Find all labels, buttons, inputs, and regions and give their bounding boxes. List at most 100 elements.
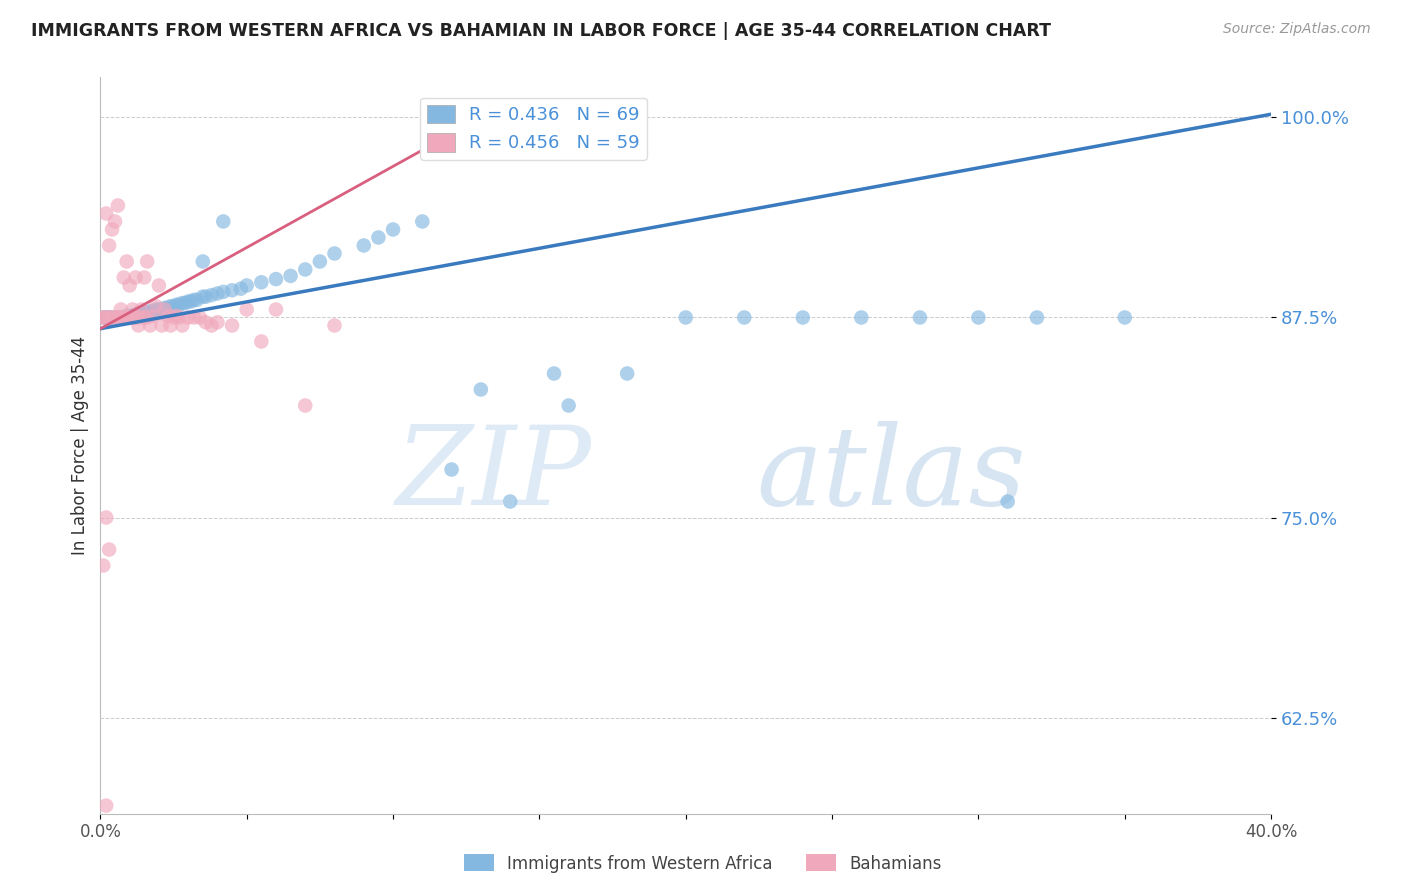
Point — [112, 310, 135, 325]
Point — [98, 310, 121, 325]
Point — [229, 282, 252, 296]
Point — [207, 286, 229, 301]
Y-axis label: In Labor Force | Age 35-44: In Labor Force | Age 35-44 — [72, 336, 89, 555]
Point — [91, 558, 114, 573]
Point — [91, 310, 114, 325]
Point — [127, 318, 149, 333]
Point — [121, 302, 143, 317]
Point — [136, 310, 159, 325]
Point — [194, 290, 217, 304]
Point — [1114, 310, 1136, 325]
Legend: Immigrants from Western Africa, Bahamians: Immigrants from Western Africa, Bahamian… — [457, 847, 949, 880]
Point — [150, 302, 173, 317]
Point — [96, 206, 118, 220]
Point — [207, 315, 229, 329]
Point — [131, 306, 153, 320]
Point — [367, 230, 389, 244]
Point — [142, 309, 165, 323]
Point — [136, 306, 159, 320]
Point — [96, 310, 118, 325]
Point — [127, 307, 149, 321]
Point — [96, 798, 118, 813]
Point — [499, 494, 522, 508]
Point — [309, 254, 332, 268]
Point — [139, 318, 162, 333]
Point — [169, 310, 191, 325]
Point — [264, 272, 287, 286]
Point — [172, 318, 194, 333]
Point — [353, 238, 375, 252]
Point — [159, 299, 181, 313]
Point — [121, 310, 143, 325]
Point — [194, 315, 217, 329]
Point — [145, 299, 167, 313]
Point — [250, 334, 273, 349]
Point — [96, 310, 118, 325]
Point — [733, 310, 755, 325]
Point — [107, 310, 129, 325]
Point — [169, 298, 191, 312]
Text: atlas: atlas — [756, 421, 1025, 529]
Point — [153, 301, 176, 315]
Point — [908, 310, 931, 325]
Point — [411, 214, 433, 228]
Point — [142, 304, 165, 318]
Point — [98, 542, 121, 557]
Point — [121, 309, 143, 323]
Point — [159, 318, 181, 333]
Point — [104, 214, 127, 228]
Point — [98, 238, 121, 252]
Point — [294, 399, 316, 413]
Point — [200, 318, 222, 333]
Point — [221, 283, 243, 297]
Point — [136, 254, 159, 268]
Point — [124, 307, 146, 321]
Point — [543, 367, 565, 381]
Point — [127, 310, 149, 325]
Point — [115, 310, 138, 325]
Point — [172, 296, 194, 310]
Point — [156, 301, 179, 315]
Point — [557, 399, 579, 413]
Text: Source: ZipAtlas.com: Source: ZipAtlas.com — [1223, 22, 1371, 37]
Point — [139, 304, 162, 318]
Point — [134, 270, 156, 285]
Point — [382, 222, 405, 236]
Point — [112, 270, 135, 285]
Point — [440, 462, 463, 476]
Point — [96, 510, 118, 524]
Point — [323, 246, 346, 260]
Point — [1026, 310, 1049, 325]
Point — [150, 318, 173, 333]
Text: ZIP: ZIP — [396, 421, 592, 529]
Point — [115, 254, 138, 268]
Point — [165, 309, 187, 323]
Point — [967, 310, 990, 325]
Point — [165, 298, 187, 312]
Point — [323, 318, 346, 333]
Point — [280, 268, 302, 283]
Point — [124, 270, 146, 285]
Point — [212, 285, 235, 299]
Point — [235, 278, 257, 293]
Point — [212, 214, 235, 228]
Text: IMMIGRANTS FROM WESTERN AFRICA VS BAHAMIAN IN LABOR FORCE | AGE 35-44 CORRELATIO: IMMIGRANTS FROM WESTERN AFRICA VS BAHAMI… — [31, 22, 1050, 40]
Point — [153, 302, 176, 317]
Point — [91, 310, 114, 325]
Point — [235, 302, 257, 317]
Point — [264, 302, 287, 317]
Point — [470, 383, 492, 397]
Point — [792, 310, 814, 325]
Point — [134, 310, 156, 325]
Point — [91, 310, 114, 325]
Point — [183, 310, 205, 325]
Point — [294, 262, 316, 277]
Point — [145, 302, 167, 317]
Point — [174, 296, 197, 310]
Point — [851, 310, 873, 325]
Point — [675, 310, 697, 325]
Point — [118, 310, 141, 325]
Point — [180, 294, 202, 309]
Point — [107, 198, 129, 212]
Point — [101, 222, 124, 236]
